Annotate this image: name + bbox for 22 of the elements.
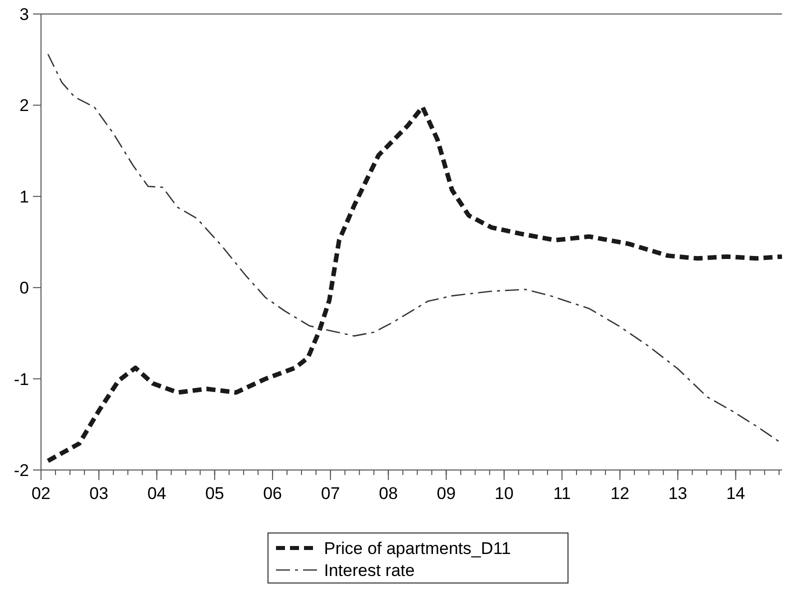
x-tick-label: 06: [263, 484, 282, 503]
x-tick-label: 05: [205, 484, 224, 503]
x-tick-label: 10: [494, 484, 514, 503]
y-tick-label: 3: [20, 4, 29, 24]
y-tick-label: 1: [20, 187, 29, 206]
y-tick-label: -2: [14, 460, 29, 480]
legend-label: Interest rate: [324, 560, 415, 580]
y-tick-label: 0: [20, 278, 29, 298]
y-tick-label: 2: [20, 96, 29, 116]
x-tick-label: 13: [668, 484, 688, 503]
y-tick-label: -1: [14, 370, 29, 389]
x-tick-label: 08: [378, 484, 398, 503]
x-tick-label: 03: [89, 484, 108, 503]
legend-label: Price of apartments_D11: [324, 538, 511, 558]
x-tick-label: 11: [553, 484, 571, 503]
x-tick-label: 02: [32, 484, 50, 503]
x-tick-label: 09: [436, 484, 456, 503]
line-series: [46, 104, 784, 464]
x-tick-label: 12: [610, 484, 630, 503]
x-tick-label: 14: [726, 484, 746, 503]
x-tick-label: 04: [147, 484, 166, 503]
x-tick-label: 07: [320, 484, 340, 503]
